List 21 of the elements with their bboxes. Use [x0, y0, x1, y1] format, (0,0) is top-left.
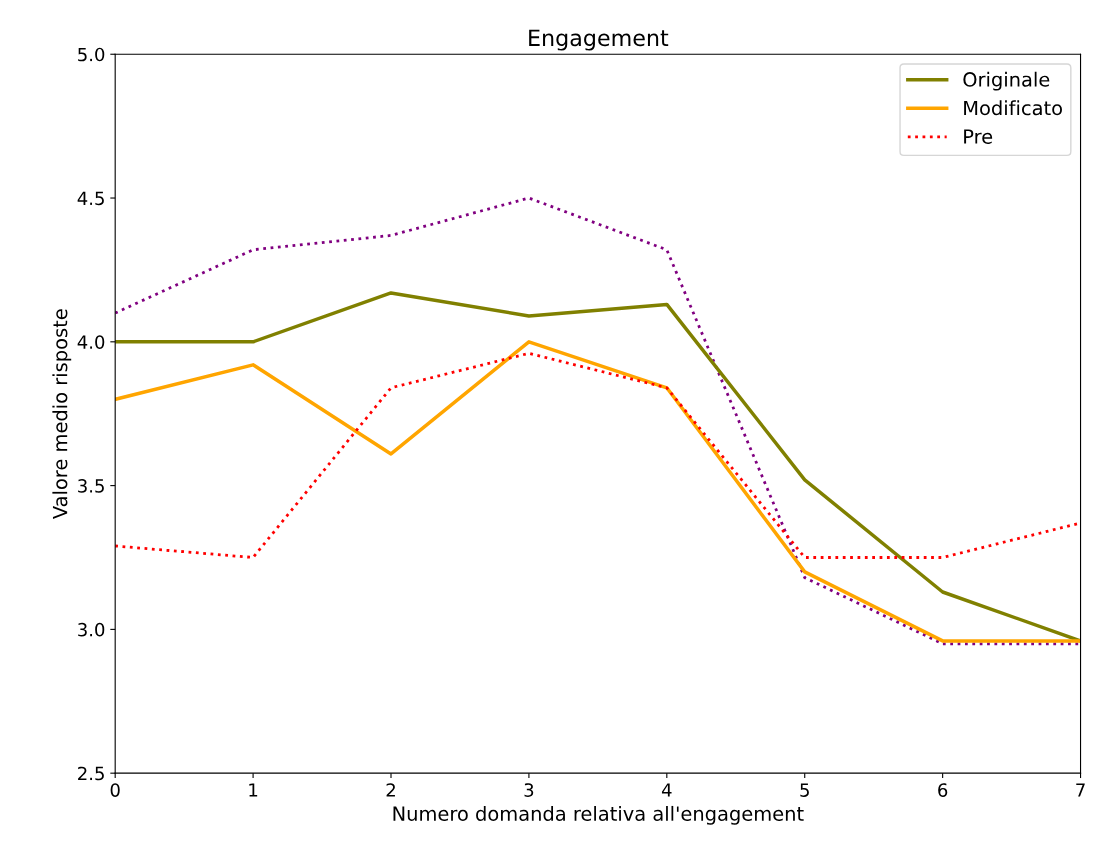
y-axis-title: Valore medio risposte [52, 309, 72, 520]
legend-label: Originale [963, 71, 1050, 91]
x-tick-label: 7 [1076, 783, 1085, 797]
y-tick-label: 2.5 [78, 766, 104, 781]
x-tick-label: 4 [661, 783, 672, 797]
y-tick-label: 5.0 [78, 47, 105, 62]
x-tick-label: 1 [249, 783, 258, 797]
x-tick-label: 0 [110, 783, 120, 797]
y-tick-label: 4.0 [77, 335, 105, 349]
chart-title: Engagement [529, 29, 669, 51]
x-axis-title: Numero domanda relativa all'engagement [393, 805, 804, 825]
legend-label: Pre [964, 129, 993, 144]
line-series [115, 196, 1081, 646]
y-tick-label: 3.5 [78, 479, 104, 493]
x-tick-label: 3 [524, 783, 534, 797]
legend-label: Modificato [964, 100, 1062, 116]
y-tick-label: 4.5 [77, 191, 104, 206]
x-tick-label: 2 [386, 783, 395, 797]
x-tick-label: 5 [800, 783, 809, 797]
x-tick-label: 6 [938, 783, 948, 797]
y-tick-label: 3.0 [78, 622, 105, 637]
